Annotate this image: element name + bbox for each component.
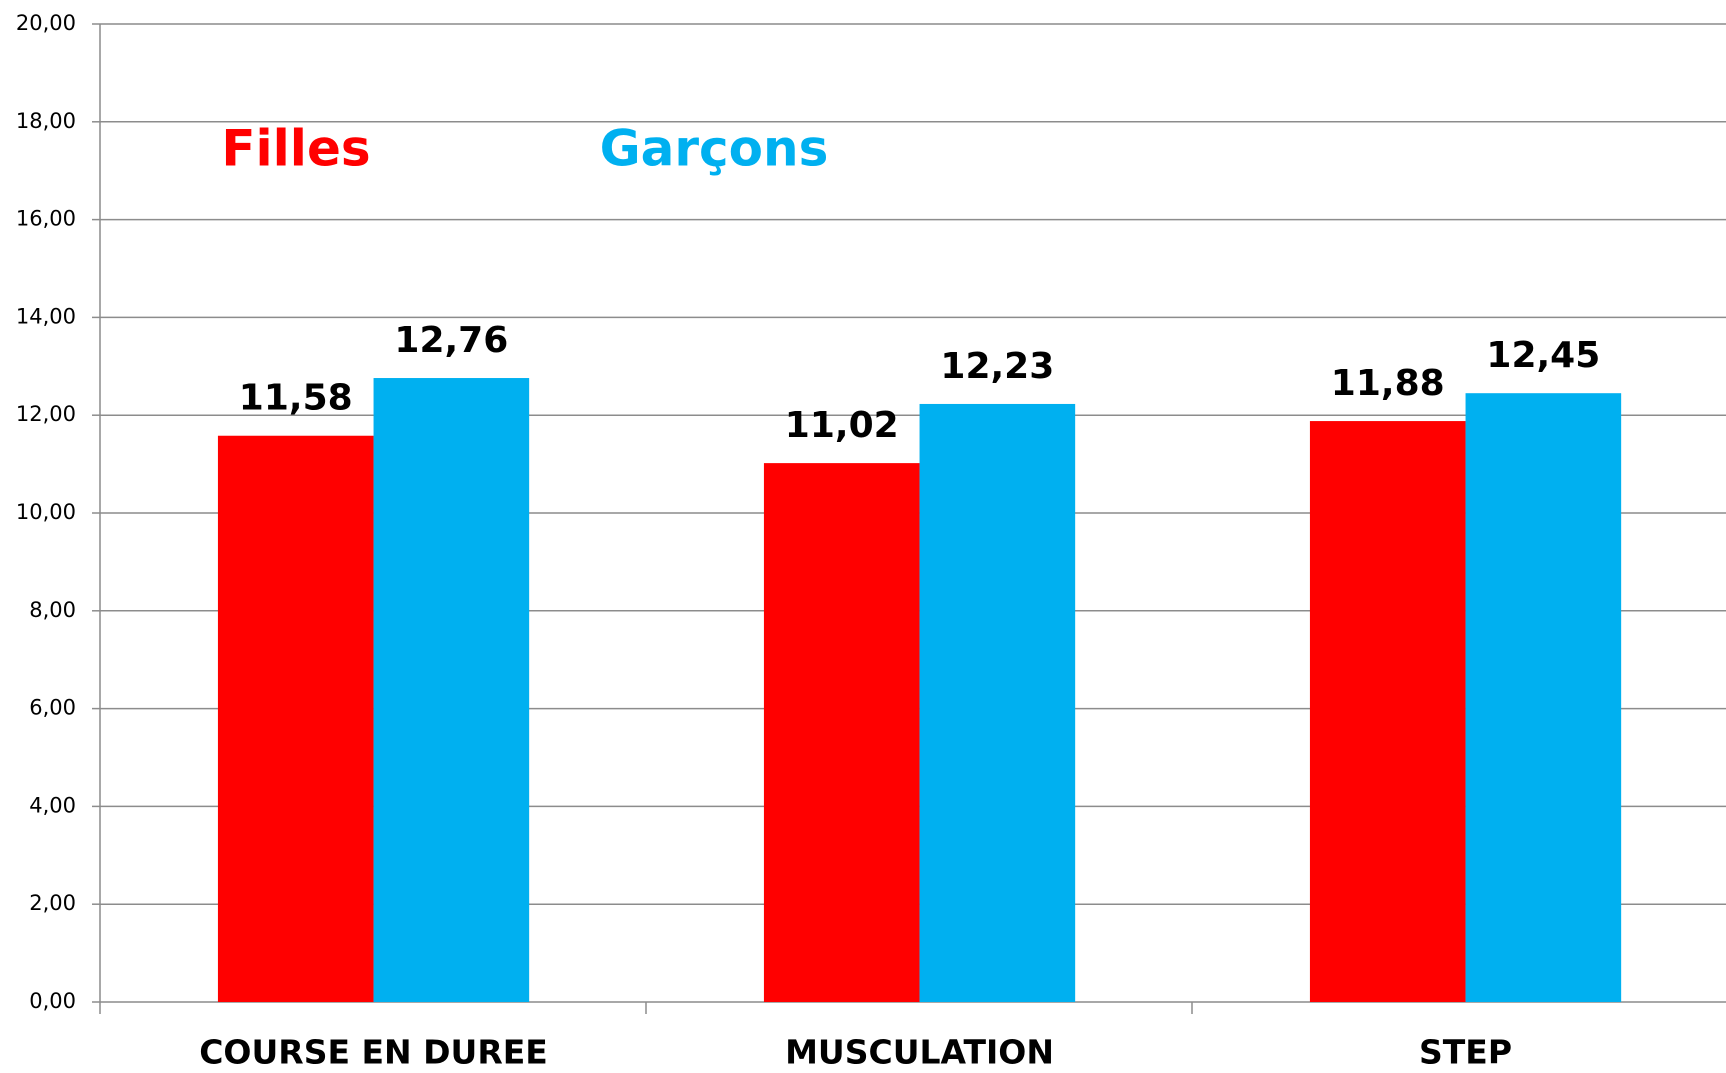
bar: [1309, 421, 1466, 1002]
value-label: 11,58: [239, 378, 353, 419]
value-label: 12,76: [394, 320, 508, 361]
bar: [919, 403, 1076, 1002]
bar: [1465, 393, 1622, 1002]
value-label: 11,02: [785, 405, 899, 446]
legend-entry: Filles: [221, 120, 370, 178]
y-tick-label: 18,00: [16, 109, 76, 133]
y-tick-label: 6,00: [29, 696, 76, 720]
y-tick-label: 20,00: [16, 11, 76, 35]
y-tick-label: 14,00: [16, 304, 76, 328]
bar: [217, 435, 374, 1002]
value-label: 12,45: [1486, 335, 1600, 376]
x-tick-label: COURSE EN DUREE: [199, 1033, 548, 1072]
y-tick-label: 2,00: [29, 891, 76, 915]
x-tick-label: MUSCULATION: [785, 1033, 1054, 1072]
bar: [373, 378, 530, 1002]
legend-entry: Garçons: [600, 120, 829, 178]
y-tick-label: 4,00: [29, 793, 76, 817]
x-tick-label: STEP: [1419, 1033, 1512, 1072]
y-tick-label: 10,00: [16, 500, 76, 524]
value-label: 12,23: [940, 346, 1054, 387]
bar: [763, 463, 920, 1002]
y-tick-label: 8,00: [29, 598, 76, 622]
y-tick-label: 12,00: [16, 402, 76, 426]
y-tick-label: 16,00: [16, 207, 76, 231]
value-label: 11,88: [1331, 363, 1445, 404]
y-tick-label: 0,00: [29, 989, 76, 1013]
